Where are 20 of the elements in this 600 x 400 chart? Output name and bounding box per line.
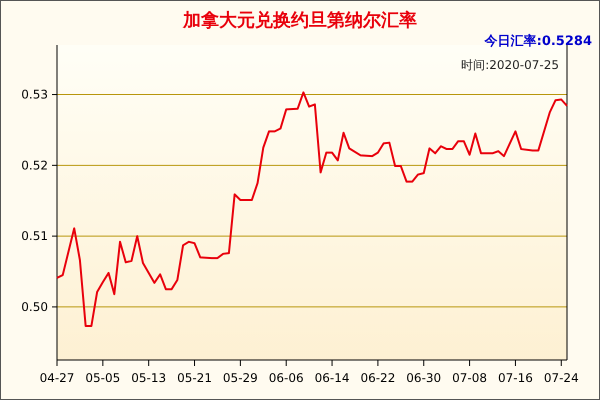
chart-title: 加拿大元兑换约旦第纳尔汇率 <box>182 10 417 31</box>
y-tick-label: 0.52 <box>21 158 48 172</box>
x-tick-label: 07-08 <box>452 371 488 385</box>
x-tick-label: 04-27 <box>40 371 74 385</box>
x-tick-label: 07-16 <box>498 371 533 385</box>
chart-subtitle: 今日汇率:0.5284 <box>484 33 592 49</box>
x-tick-label: 06-30 <box>406 371 442 385</box>
x-tick-label: 06-14 <box>314 371 350 385</box>
x-tick-label: 05-21 <box>177 371 212 385</box>
x-tick-label: 05-13 <box>131 371 166 385</box>
y-tick-label: 0.53 <box>21 88 48 102</box>
x-tick-label: 05-05 <box>85 371 120 385</box>
y-tick-label: 0.50 <box>21 300 48 314</box>
line-series <box>56 91 568 328</box>
x-tick-label: 07-24 <box>544 371 579 385</box>
x-tick-label: 05-29 <box>222 371 258 385</box>
y-tick-label: 0.51 <box>21 229 48 244</box>
x-tick-label: 06-22 <box>360 371 396 385</box>
x-tick-label: 06-06 <box>268 371 304 385</box>
annotation: 时间:2020-07-25 <box>461 58 559 72</box>
